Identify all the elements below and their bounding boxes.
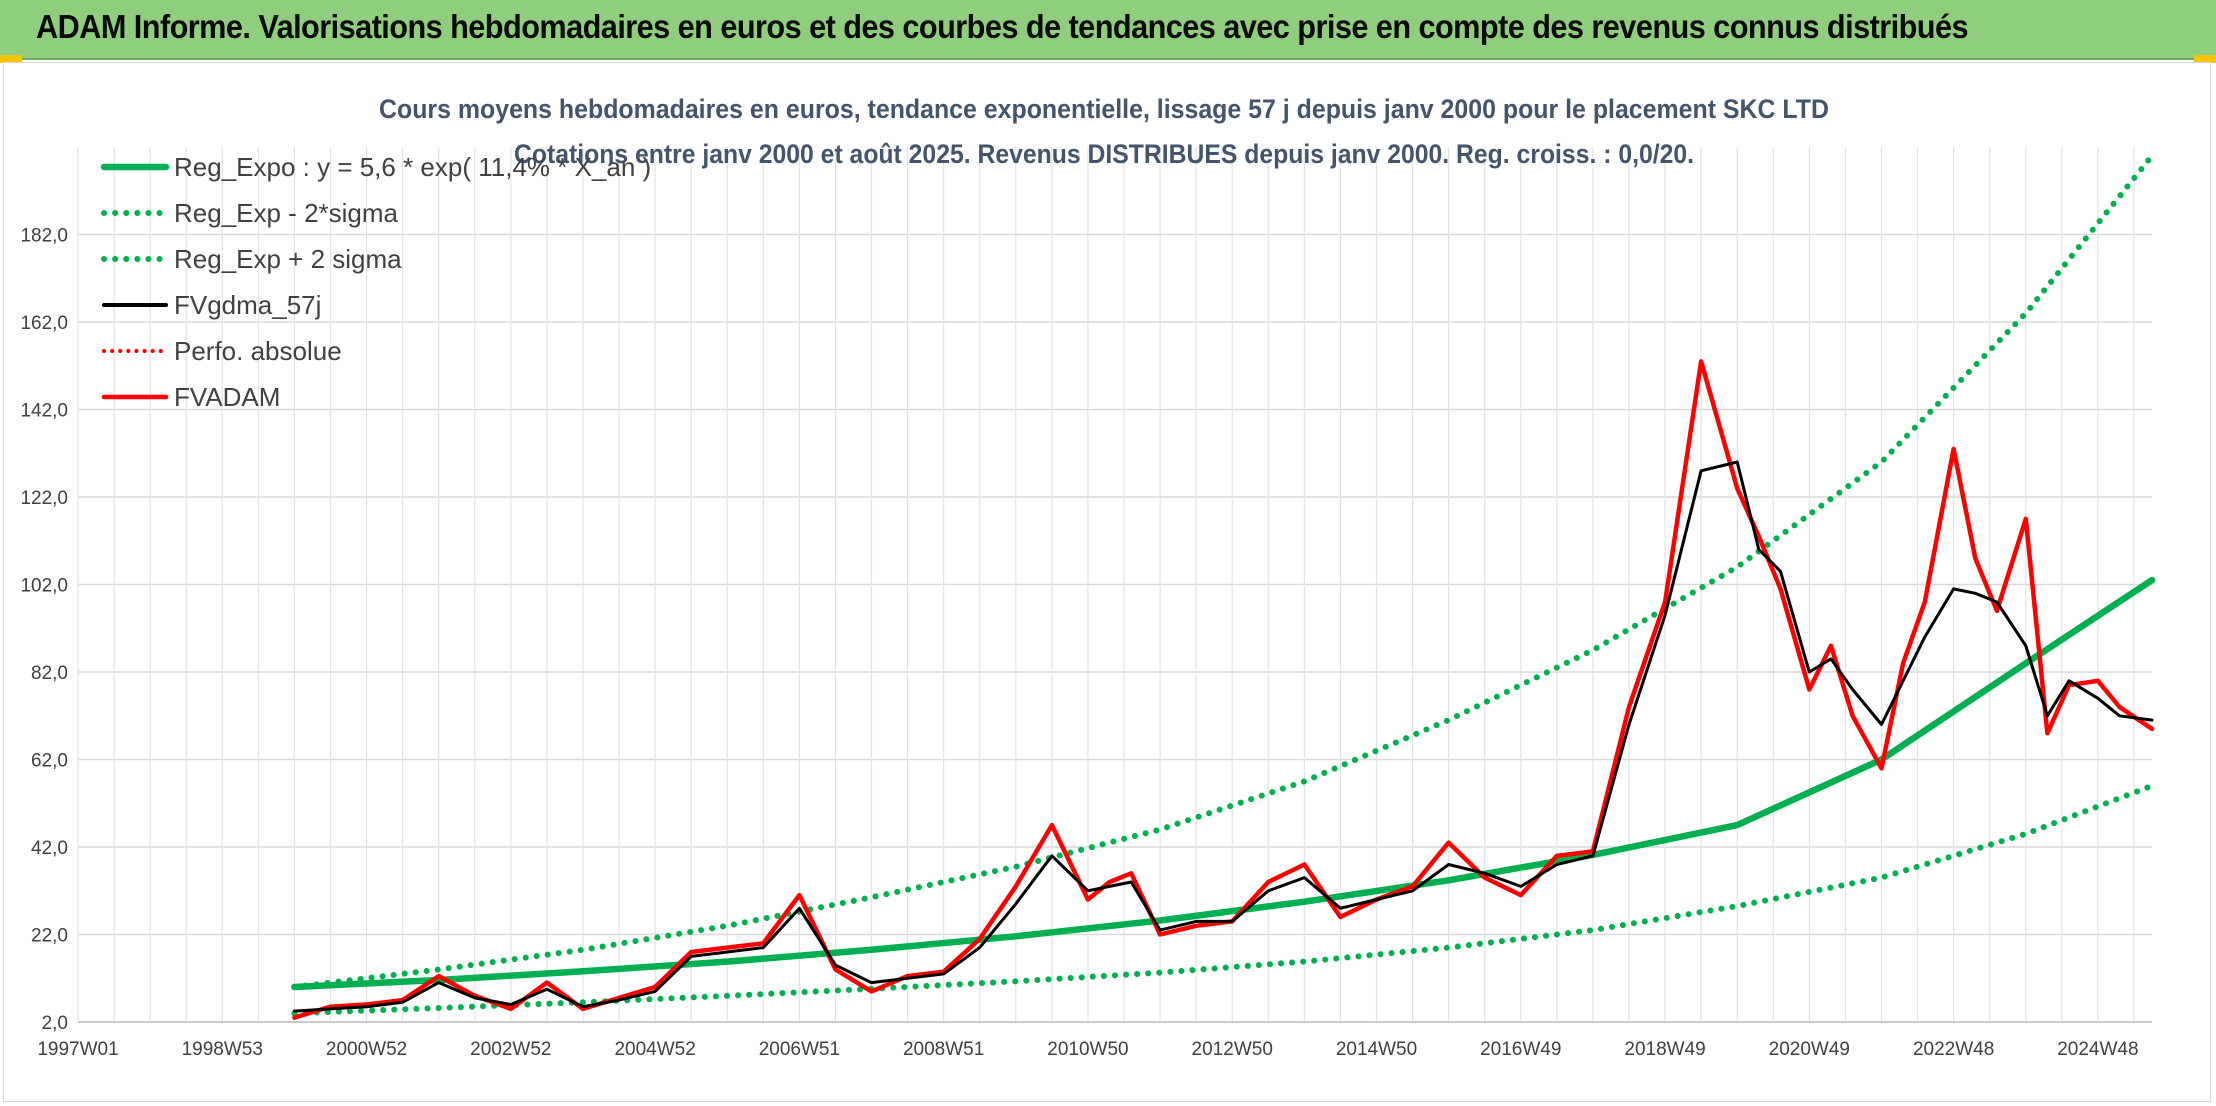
banner: ADAM Informe. Valorisations hebdomadaire… — [0, 0, 2216, 60]
series-line-2 — [291, 782, 2155, 1017]
banner-title: ADAM Informe. Valorisations hebdomadaire… — [36, 8, 1969, 45]
x-tick-label: 2016W49 — [1480, 1039, 1561, 1060]
legend-label: FVADAM — [174, 382, 280, 412]
x-tick-label: 2008W51 — [903, 1039, 984, 1060]
y-tick-label: 2,0 — [42, 1013, 68, 1034]
x-tick-label: 2012W50 — [1192, 1039, 1273, 1060]
chart: 2,0 22,0 42,0 62,0 82,0 102,0 122,0 142,0 162,0 1… — [20, 94, 2156, 1060]
y-tick-label: 182,0 — [20, 226, 68, 247]
legend-label: Reg_Expo : y = 5,6 * exp( 11,4% * X_an ) — [174, 152, 651, 182]
x-tick-label: 2000W52 — [326, 1039, 407, 1060]
x-tick-label: 1997W01 — [37, 1039, 118, 1060]
grid — [77, 147, 2152, 1023]
x-tick-label: 2004W52 — [614, 1039, 695, 1060]
y-tick-label: 162,0 — [20, 313, 68, 334]
axes: 2,0 22,0 42,0 62,0 82,0 102,0 122,0 142,0 162,0 1… — [20, 226, 2152, 1060]
legend-label: Reg_Exp + 2 sigma — [174, 244, 402, 274]
series-layer — [291, 152, 2156, 1020]
y-tick-label: 22,0 — [31, 926, 68, 947]
series-line-6 — [292, 359, 2155, 1020]
legend-label: Perfo. absolue — [174, 336, 342, 366]
y-tick-label: 142,0 — [20, 401, 68, 422]
x-tick-label: 2022W48 — [1913, 1039, 1994, 1060]
y-tick-label: 62,0 — [31, 751, 68, 772]
chart-frame: 2,0 22,0 42,0 62,0 82,0 102,0 122,0 142,0 162,0 1… — [3, 62, 2211, 1102]
corner-marker-left — [0, 55, 22, 63]
y-tick-label: 122,0 — [20, 488, 68, 509]
y-tick-label: 82,0 — [31, 663, 68, 684]
y-tick-label: 102,0 — [20, 576, 68, 597]
corner-marker-right — [2194, 55, 2216, 63]
x-tick-label: 2010W50 — [1047, 1039, 1128, 1060]
legend-label: Reg_Exp - 2*sigma — [174, 198, 399, 228]
chart-subtitle: Cotations entre janv 2000 et août 2025. … — [514, 139, 1694, 169]
x-tick-label: 2020W49 — [1769, 1039, 1850, 1060]
x-tick-label: 2006W51 — [759, 1039, 840, 1060]
legend: Reg_Expo : y = 5,6 * exp( 11,4% * X_an )… — [100, 152, 651, 412]
x-tick-label: 2002W52 — [470, 1039, 551, 1060]
series-line-4 — [292, 460, 2154, 1013]
x-tick-label: 2018W49 — [1624, 1039, 1705, 1060]
y-tick-label: 42,0 — [31, 838, 68, 859]
series-line-1 — [291, 576, 2156, 991]
chart-title: Cours moyens hebdomadaires en euros, ten… — [379, 94, 1829, 124]
x-tick-label: 2024W48 — [2057, 1039, 2138, 1060]
legend-label: FVgdma_57j — [174, 290, 321, 320]
x-tick-label: 1998W53 — [182, 1039, 263, 1060]
series-line-3 — [291, 152, 2155, 990]
x-tick-label: 2014W50 — [1336, 1039, 1417, 1060]
